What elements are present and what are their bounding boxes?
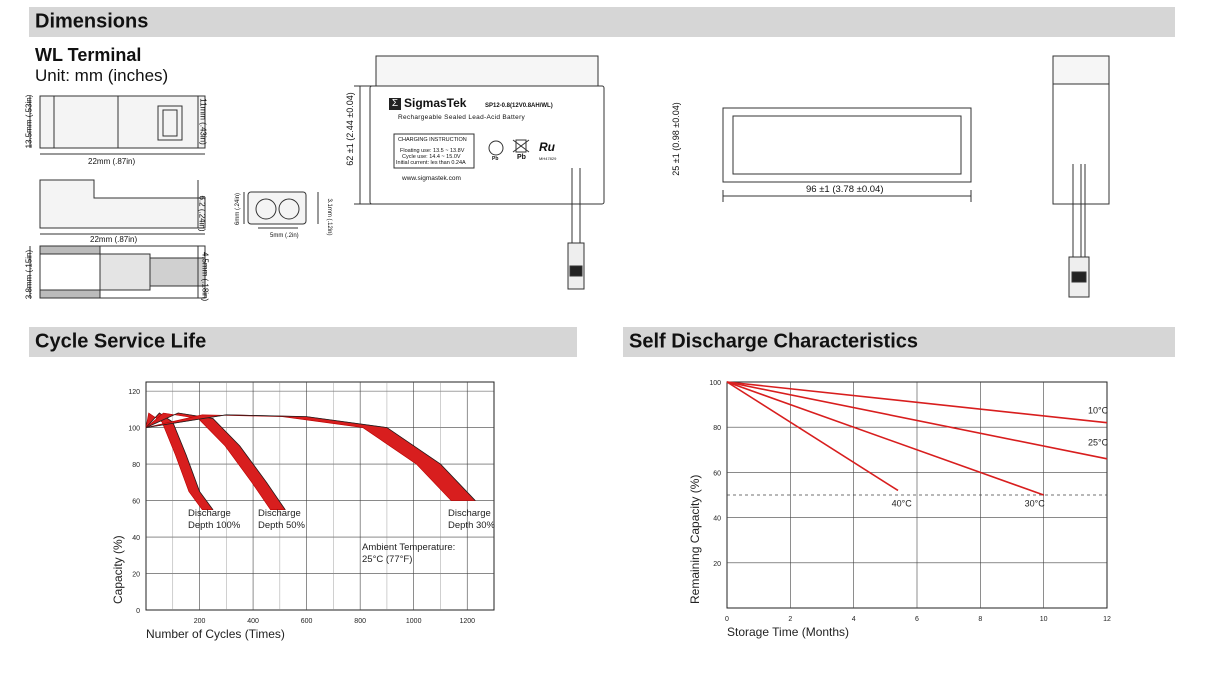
charging-line-2: Cycle use: 14.4 ~ 15.0V	[402, 154, 461, 160]
dim-13-5mm: 13.5mm (.53in)	[24, 94, 34, 149]
y-tick-label: 80	[132, 462, 140, 469]
y-tick-label: 40	[713, 516, 721, 523]
terminal-side-view	[39, 179, 206, 235]
battery-subtitle: Rechargeable Sealed Lead-Acid Battery	[398, 114, 526, 121]
x-tick-label: 600	[301, 618, 313, 625]
dim-22mm-top: 22mm (.87in)	[88, 157, 136, 166]
battery-brand: SigmasTek	[404, 96, 467, 110]
charging-title: CHARGING INSTRUCTION	[398, 137, 467, 143]
y-tick-label: 60	[713, 470, 721, 477]
cycle-life-chart: 200 400 600 800 1000 1200 0 20 40 60 80 100 120 Disch…	[111, 381, 496, 641]
series-label-line2: Depth 100%	[188, 520, 241, 531]
series-line-25°C	[726, 381, 1108, 460]
y-tick-label: 60	[132, 499, 140, 506]
dim-5mm: 5mm (.2in)	[270, 233, 299, 239]
cycle-life-title: Cycle Service Life	[35, 330, 207, 353]
ul-code: MH47829	[539, 156, 557, 161]
battery-width-dim: 96 ±1 (3.78 ±0.04)	[806, 184, 884, 195]
y-tick-label: 100	[709, 380, 721, 387]
dim-11mm: 11mm (.43in)	[198, 98, 208, 145]
self-discharge-header: Self Discharge Characteristics	[623, 327, 1175, 357]
y-tick-label: 20	[132, 572, 140, 579]
x-tick-label: 4	[852, 616, 856, 623]
mark-pb: Pb	[517, 154, 526, 161]
y-axis-label: Remaining Capacity (%)	[688, 475, 702, 604]
series-label: 10°C	[1088, 406, 1109, 416]
x-tick-label: 1200	[459, 618, 475, 625]
battery-front-drawing	[354, 55, 605, 290]
series-label: 25°C	[1088, 437, 1109, 447]
x-tick-label: 800	[354, 618, 366, 625]
x-tick-label: 10	[1040, 616, 1048, 623]
x-tick-label: 200	[194, 618, 206, 625]
cycle-life-header: Cycle Service Life	[29, 327, 577, 357]
series-label-line1: Discharge	[188, 508, 231, 519]
terminal-section-view	[29, 245, 206, 299]
x-tick-label: 400	[247, 618, 259, 625]
series-line-30°C	[726, 381, 1044, 496]
battery-model: SP12-0.8(12V0.8AH/WL)	[485, 103, 553, 109]
battery-top-drawing	[722, 107, 972, 202]
charging-line-3: Initial current: les than 0.24A	[396, 160, 466, 166]
series-label-line2: Depth 30%	[448, 520, 496, 531]
mark-pb-small: Pb	[492, 156, 499, 162]
x-tick-label: 8	[978, 616, 982, 623]
x-tick-label: 6	[915, 616, 919, 623]
series-label-line2: Depth 50%	[258, 520, 306, 531]
terminal-top-view	[29, 95, 206, 155]
y-tick-label: 80	[713, 425, 721, 432]
dim-3-1mm: 3.1mm (.12in)	[326, 198, 332, 236]
dim-6-2mm: 6.2 (.24in)	[197, 195, 207, 232]
dim-4-5mm: 4.5mm (.18in)	[200, 251, 210, 302]
terminal-unit: Unit: mm (inches)	[35, 66, 169, 85]
battery-height-dim: 62 ±1 (2.44 ±0.04)	[345, 92, 355, 166]
y-tick-label: 0	[136, 608, 140, 615]
y-axis-label: Capacity (%)	[111, 535, 125, 604]
x-tick-label: 12	[1103, 616, 1111, 623]
series-label: 40°C	[892, 498, 913, 508]
series-label-line1: Discharge	[258, 508, 301, 519]
series-line-1	[145, 412, 214, 510]
ul-icon: Ru	[539, 140, 555, 154]
series-line-3	[145, 414, 476, 501]
terminal-end-view	[243, 191, 319, 229]
x-tick-label: 1000	[406, 618, 422, 625]
self-discharge-chart: 0 2 4 6 8 10 12 20 40 60 80 100 10°C 25°C 30°C 40°C Stor…	[688, 380, 1111, 639]
x-axis-label: Storage Time (Months)	[727, 625, 849, 639]
battery-website: www.sigmastek.com	[402, 175, 461, 182]
self-discharge-title: Self Discharge Characteristics	[629, 330, 919, 353]
y-tick-label: 120	[128, 389, 140, 396]
y-tick-label: 40	[132, 535, 140, 542]
dimensions-header: Dimensions	[29, 7, 1175, 37]
terminal-title: WL Terminal	[35, 45, 142, 65]
dimensions-title: Dimensions	[35, 10, 149, 33]
bin-icon	[512, 139, 530, 153]
sigma-logo-icon: Σ	[389, 98, 401, 110]
y-tick-label: 20	[713, 561, 721, 568]
x-tick-label: 0	[725, 616, 729, 623]
series-label: 30°C	[1025, 498, 1046, 508]
battery-side-drawing	[1052, 55, 1110, 298]
series-line-2	[145, 412, 286, 510]
annotation-line2: 25°C (77°F)	[362, 554, 412, 565]
dim-3-8mm: 3.8mm (.15in)	[24, 249, 34, 300]
charging-line-1: Floating use: 13.5 ~ 13.8V	[400, 148, 465, 154]
x-tick-label: 2	[788, 616, 792, 623]
recycle-icon	[488, 140, 504, 156]
battery-depth-dim: 25 ±1 (0.98 ±0.04)	[671, 102, 681, 176]
series-line-10°C	[726, 381, 1108, 424]
y-tick-label: 100	[128, 426, 140, 433]
series-line-40°C	[726, 381, 899, 492]
terminal-drawing	[29, 95, 319, 299]
x-axis-label: Number of Cycles (Times)	[146, 627, 285, 641]
series-label-line1: Discharge	[448, 508, 491, 519]
dim-22mm-side: 22mm (.87in)	[90, 235, 138, 244]
dim-6mm: 6mm (.24in)	[235, 193, 241, 226]
annotation-line1: Ambient Temperature:	[362, 542, 455, 553]
